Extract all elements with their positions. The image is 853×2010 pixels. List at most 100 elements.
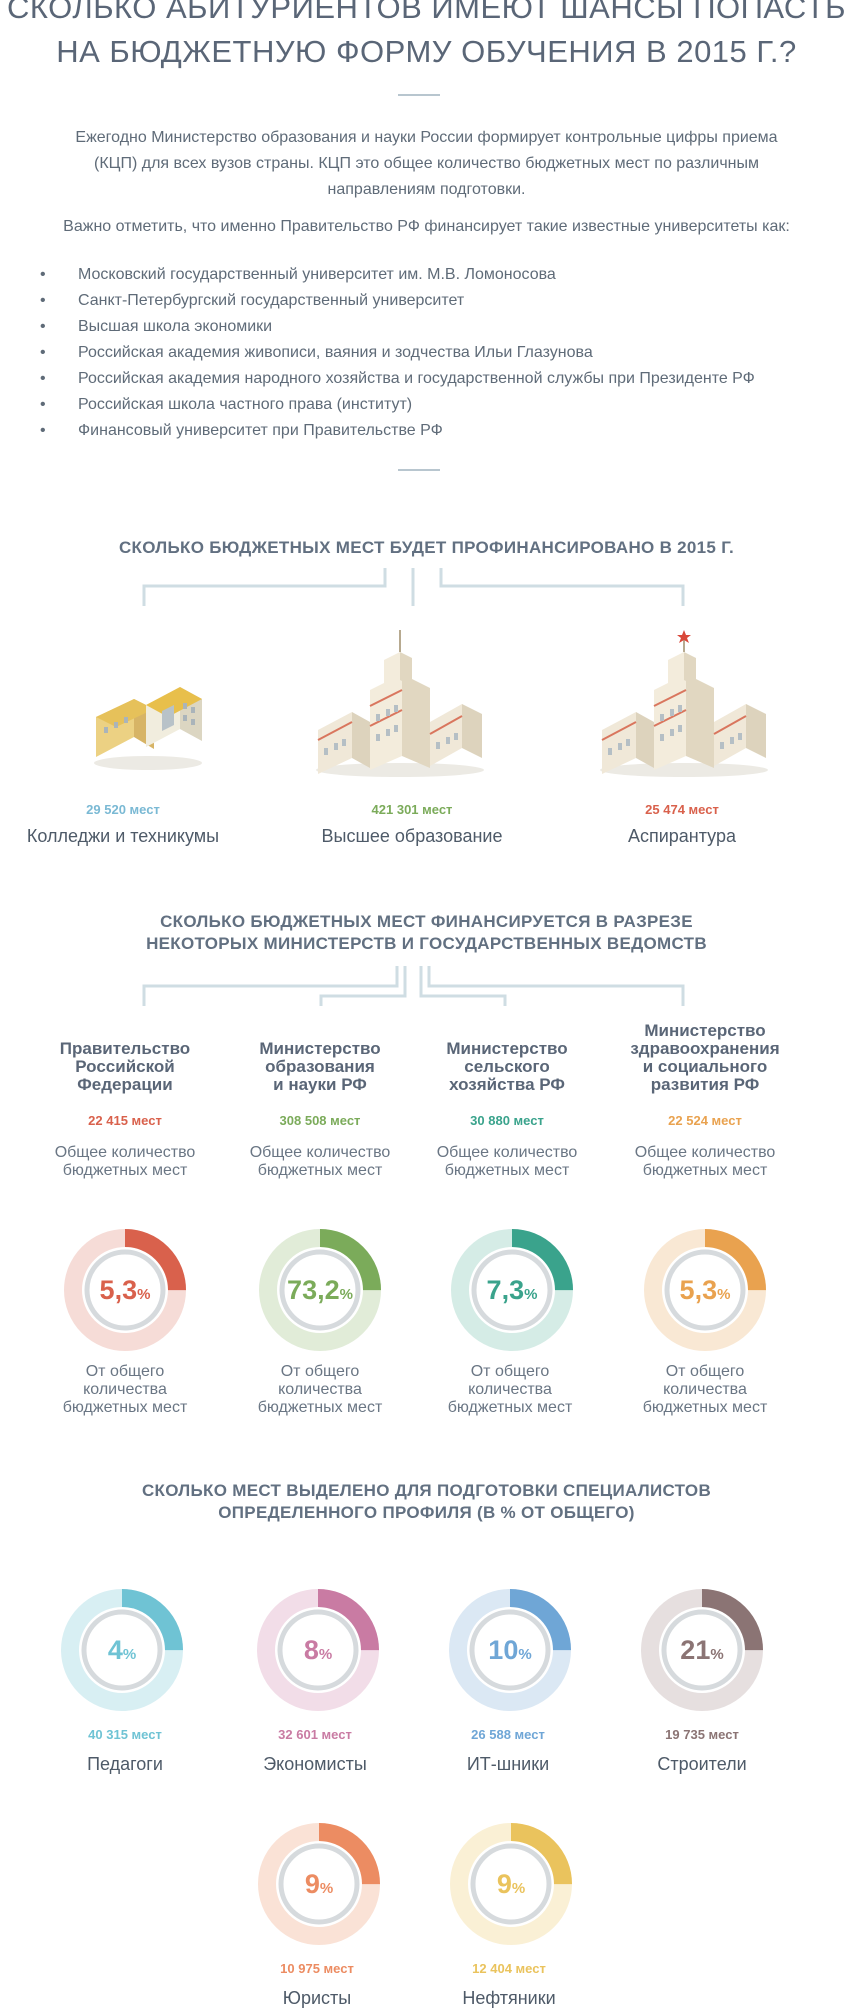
caption-line: бюджетных мест bbox=[257, 1162, 383, 1179]
donut-caption: От общего количества бюджетных мест bbox=[610, 1363, 800, 1417]
donut-value: 5,3% bbox=[643, 1228, 767, 1352]
donut-ring bbox=[644, 1229, 766, 1351]
donut-ring bbox=[258, 1823, 380, 1945]
donut-arc bbox=[449, 1589, 571, 1711]
caption-line: бюджетных мест bbox=[62, 1162, 188, 1179]
ministry-name-health: Министерство здравоохранения и социально… bbox=[610, 1022, 800, 1094]
donut-inner-ring bbox=[84, 1249, 166, 1331]
donut-ring bbox=[641, 1589, 763, 1711]
donut-arc bbox=[644, 1229, 766, 1351]
caption-line: От общего bbox=[85, 1363, 165, 1380]
profession-count: 19 735 мест bbox=[665, 1727, 739, 1742]
caption-line: количества bbox=[278, 1381, 362, 1398]
divider bbox=[398, 469, 440, 471]
donut-value: 4% bbox=[60, 1588, 184, 1712]
donut-caption: От общего количества бюджетных мест bbox=[30, 1363, 220, 1417]
donut-caption: От общего количества бюджетных мест bbox=[415, 1363, 605, 1417]
caption-line: бюджетных мест bbox=[447, 1399, 573, 1416]
caption-line: От общего bbox=[280, 1363, 360, 1380]
donut-caption: От общего количества бюджетных мест bbox=[225, 1363, 415, 1417]
ministry-count: 22 524 мест bbox=[668, 1113, 742, 1128]
postgraduate-building-icon bbox=[600, 630, 768, 777]
profession-count: 10 975 мест bbox=[280, 1961, 354, 1976]
pct-sign: % bbox=[518, 1646, 532, 1663]
donut-ring bbox=[257, 1589, 379, 1711]
list-item: Московский государственный университет и… bbox=[40, 262, 853, 288]
profession-name: Юристы bbox=[282, 1988, 352, 2008]
profession-donut-teachers: 4% bbox=[60, 1588, 184, 1712]
pct-number: 8 bbox=[303, 1635, 319, 1665]
pct-sign: % bbox=[318, 1646, 333, 1663]
name-line: и социального bbox=[642, 1057, 768, 1076]
donut-arc bbox=[258, 1823, 380, 1945]
pct-number: 73,2 bbox=[287, 1275, 340, 1305]
donut-inner-ring bbox=[278, 1843, 360, 1925]
pct-sign: % bbox=[137, 1286, 151, 1303]
profession-name: Нефтяники bbox=[462, 1988, 556, 2008]
caption-line: бюджетных мест bbox=[257, 1399, 383, 1416]
higher-education-count: 421 301 мест bbox=[371, 802, 453, 817]
ministry-count: 308 508 мест bbox=[279, 1113, 361, 1128]
list-item: Санкт-Петербургский государственный унив… bbox=[40, 288, 853, 314]
name-line: Российской bbox=[75, 1057, 175, 1076]
donut-ring bbox=[451, 1229, 573, 1351]
donut-arc bbox=[450, 1823, 572, 1945]
postgraduate-label: Аспирантура bbox=[627, 826, 737, 846]
donut-arc bbox=[257, 1589, 379, 1711]
donut-value: 10% bbox=[448, 1588, 572, 1712]
profession-donut-economists: 8% bbox=[256, 1588, 380, 1712]
profession-name: ИТ-шники bbox=[466, 1754, 550, 1774]
page-title: СКОЛЬКО АБИТУРИЕНТОВ ИМЕЮТ ШАНСЫ ПОПАСТЬ… bbox=[0, 0, 853, 74]
universities-note: Важно отметить, что именно Правительство… bbox=[63, 218, 790, 235]
list-item: Российская академия живописи, ваяния и з… bbox=[40, 340, 853, 366]
pct-sign: % bbox=[717, 1286, 731, 1303]
ministry-donut-health: 5,3% bbox=[643, 1228, 767, 1352]
caption-line: бюджетных мест bbox=[642, 1399, 768, 1416]
caption-line: количества bbox=[83, 1381, 167, 1398]
donut-value: 8% bbox=[256, 1588, 380, 1712]
title-line-2: НА БЮДЖЕТНУЮ ФОРМУ ОБУЧЕНИЯ В 2015 Г.? bbox=[56, 34, 797, 69]
profession-donut-oil: 9% bbox=[449, 1822, 573, 1946]
donut-arc bbox=[259, 1229, 381, 1351]
caption-line: Общее количество bbox=[634, 1144, 776, 1161]
section-title-line: НЕКОТОРЫХ МИНИСТЕРСТВ И ГОСУДАРСТВЕННЫХ … bbox=[146, 934, 707, 953]
divider bbox=[398, 94, 440, 96]
ministry-caption: Общее количество бюджетных мест bbox=[610, 1144, 800, 1180]
ministry-donut-government: 5,3% bbox=[63, 1228, 187, 1352]
donut-value: 7,3% bbox=[450, 1228, 574, 1352]
name-line: Министерство bbox=[644, 1021, 766, 1040]
donut-inner-ring bbox=[277, 1609, 359, 1691]
name-line: Министерство bbox=[446, 1039, 568, 1058]
name-line: Правительство bbox=[59, 1039, 191, 1058]
section-title-ministries: СКОЛЬКО БЮДЖЕТНЫХ МЕСТ ФИНАНСИРУЕТСЯ В Р… bbox=[0, 911, 853, 955]
ministry-count: 22 415 мест bbox=[88, 1113, 162, 1128]
ministry-count: 30 880 мест bbox=[470, 1113, 544, 1128]
donut-value: 9% bbox=[449, 1822, 573, 1946]
pct-number: 4 bbox=[107, 1635, 123, 1665]
pct-number: 21 bbox=[680, 1635, 711, 1665]
list-item: Финансовый университет при Правительстве… bbox=[40, 418, 853, 444]
pct-number: 9 bbox=[496, 1869, 512, 1899]
ministry-caption: Общее количество бюджетных мест bbox=[30, 1144, 220, 1180]
caption-line: Общее количество bbox=[54, 1144, 196, 1161]
ministry-donut-education: 73,2% bbox=[258, 1228, 382, 1352]
name-line: сельского bbox=[464, 1057, 550, 1076]
name-line: хозяйства РФ bbox=[449, 1075, 565, 1094]
donut-value: 21% bbox=[640, 1588, 764, 1712]
higher-education-label: Высшее образование bbox=[321, 826, 503, 846]
pct-sign: % bbox=[710, 1646, 724, 1663]
profession-name: Строители bbox=[657, 1754, 747, 1774]
name-line: Федерации bbox=[77, 1075, 173, 1094]
ministry-caption: Общее количество бюджетных мест bbox=[225, 1144, 415, 1180]
pct-number: 5,3 bbox=[679, 1275, 718, 1305]
university-building-icon bbox=[316, 630, 484, 777]
ministry-name-government: Правительство Российской Федерации bbox=[30, 1040, 220, 1094]
caption-line: Общее количество bbox=[436, 1144, 578, 1161]
donut-value: 73,2% bbox=[258, 1228, 382, 1352]
pct-number: 7,3 bbox=[486, 1275, 525, 1305]
title-line-1: СКОЛЬКО АБИТУРИЕНТОВ ИМЕЮТ ШАНСЫ ПОПАСТЬ bbox=[6, 0, 847, 25]
section-title-line: СКОЛЬКО МЕСТ ВЫДЕЛЕНО ДЛЯ ПОДГОТОВКИ СПЕ… bbox=[141, 1481, 712, 1500]
profession-count: 26 588 мест bbox=[471, 1727, 545, 1742]
profession-name: Экономисты bbox=[263, 1754, 367, 1774]
list-item: Высшая школа экономики bbox=[40, 314, 853, 340]
